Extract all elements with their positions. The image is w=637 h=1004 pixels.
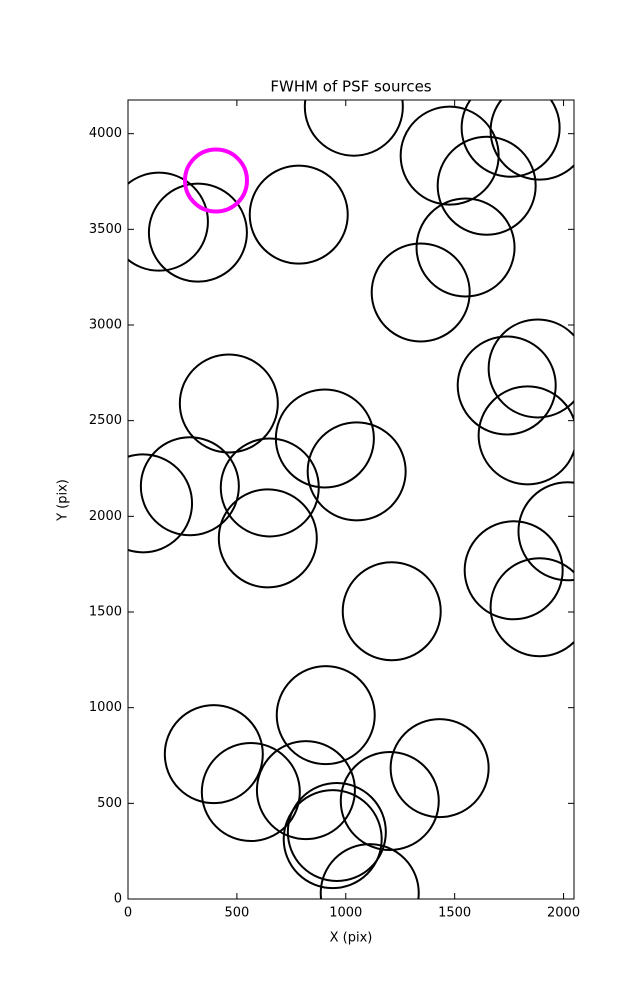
marker: [255, 740, 356, 841]
marker: [128, 171, 209, 272]
x-tick-label: 500: [224, 906, 249, 921]
y-tick-label: 1500: [89, 605, 122, 620]
marker: [275, 665, 376, 766]
plot-area: [128, 100, 574, 899]
x-tick-label: 1500: [438, 906, 471, 921]
x-tick-label: 1000: [329, 906, 362, 921]
marker: [286, 782, 387, 883]
x-axis-label: X (pix): [330, 931, 373, 946]
x-tick-label: 0: [124, 906, 132, 921]
y-tick-label: 1000: [89, 700, 122, 715]
marker: [282, 789, 383, 890]
axes-frame: [127, 99, 575, 900]
y-tick-label: 2500: [89, 413, 122, 428]
marker: [399, 105, 500, 206]
marker: [139, 436, 240, 537]
marker: [389, 718, 490, 819]
marker: [370, 242, 471, 343]
marker: [487, 318, 574, 419]
marker: [178, 353, 279, 454]
marker: [319, 843, 420, 899]
marker: [200, 742, 301, 843]
marker: [182, 147, 249, 214]
marker: [517, 481, 574, 582]
marker: [128, 453, 194, 554]
marker: [436, 135, 537, 236]
y-axis-label: Y (pix): [56, 479, 71, 522]
y-tick-label: 2000: [89, 509, 122, 524]
y-tick-label: 3500: [89, 222, 122, 237]
marker: [341, 561, 442, 662]
marker: [163, 704, 264, 805]
y-tick-label: 500: [97, 796, 122, 811]
marker: [339, 751, 440, 852]
marker: [415, 197, 516, 298]
marker: [456, 335, 557, 436]
marker: [489, 557, 574, 658]
marker: [303, 100, 404, 157]
marker: [460, 100, 561, 178]
marker: [217, 488, 318, 589]
y-tick-label: 4000: [89, 126, 122, 141]
marker: [248, 164, 349, 265]
y-tick-label: 3000: [89, 318, 122, 333]
marker: [489, 100, 574, 181]
marker: [219, 437, 320, 538]
marker: [477, 385, 574, 486]
marker: [463, 520, 564, 621]
marker: [147, 182, 248, 283]
y-tick-label: 0: [114, 892, 122, 907]
marker: [306, 421, 407, 522]
chart-title: FWHM of PSF sources: [270, 78, 431, 96]
x-tick-label: 2000: [547, 906, 580, 921]
